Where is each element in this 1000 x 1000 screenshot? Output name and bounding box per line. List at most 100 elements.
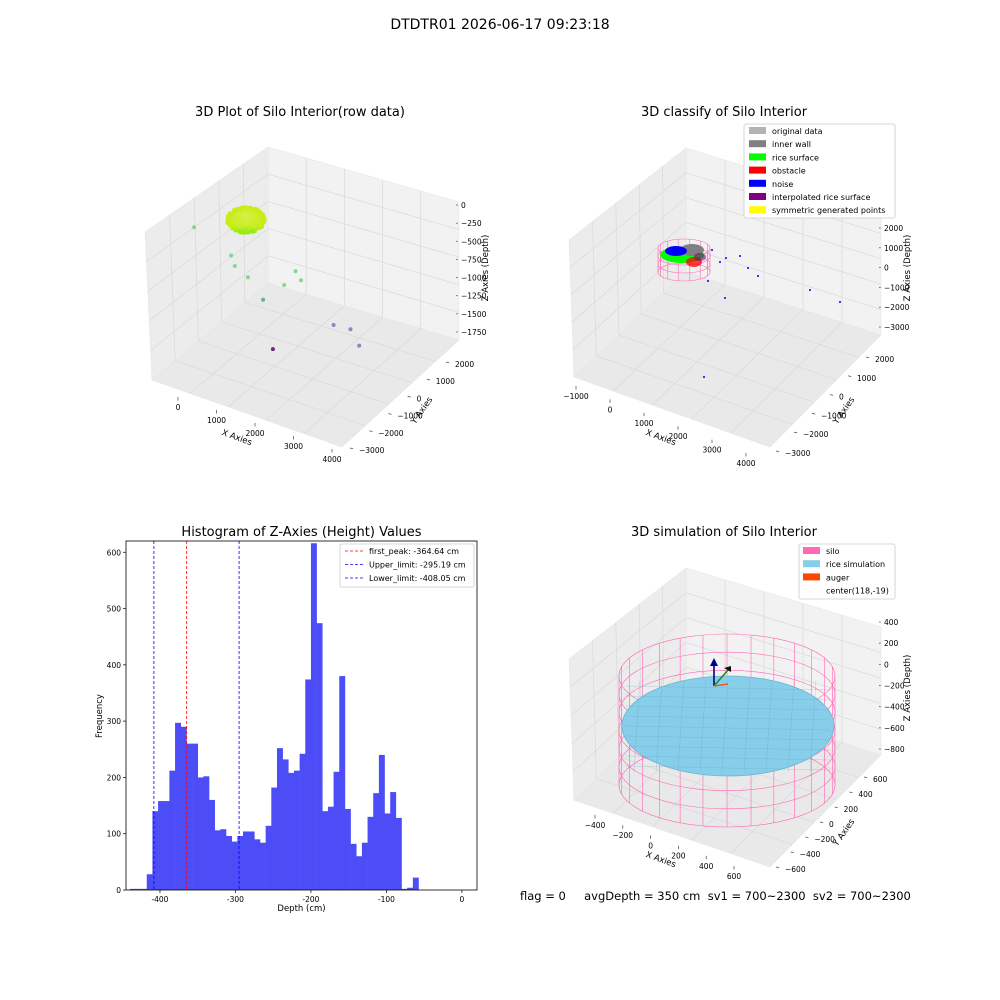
hist-bars — [129, 543, 419, 890]
hist-bar — [276, 748, 283, 890]
sim-y-tick-label: 0 — [829, 820, 834, 829]
raw-grid-line — [169, 214, 176, 361]
sim-z-tick-label: 0 — [884, 660, 889, 669]
raw-rice-point — [254, 213, 259, 218]
sim-legend-swatch — [803, 560, 820, 568]
cls-grid-line — [596, 355, 793, 425]
raw-y-tick — [407, 396, 411, 398]
cls-legend-label: interpolated rice surface — [772, 193, 870, 202]
hist-y-tick-label: 600 — [107, 548, 122, 557]
raw-grid-line — [244, 302, 436, 362]
raw-grid-line — [267, 228, 460, 286]
sim-grid-line — [569, 592, 687, 688]
sim-grid-line — [730, 742, 843, 854]
sim-x-tick-label: 200 — [671, 852, 686, 861]
raw-data-point — [232, 264, 237, 268]
raw-grid-line — [267, 255, 460, 313]
hist-bar — [243, 831, 249, 890]
hist-bar — [299, 753, 306, 890]
sim-legend-swatch — [803, 547, 820, 554]
hist-bar — [373, 793, 380, 890]
sim-y-tick — [790, 851, 794, 854]
hist-bar — [231, 841, 238, 890]
raw-rice-point — [227, 214, 231, 219]
sim-grid-line — [685, 592, 882, 653]
raw-z-tick-label: −250 — [461, 219, 482, 228]
cls-legend-label: inner wall — [772, 140, 811, 149]
raw-z-tick-label: −1250 — [461, 292, 487, 301]
hist-y-tick-label: 0 — [116, 886, 121, 895]
hist-x-tick-label: 0 — [460, 895, 465, 904]
sim-legend-label: rice simulation — [826, 560, 885, 569]
cls-legend-box — [743, 123, 896, 219]
cls-y-tick-label: −1000 — [821, 411, 847, 420]
raw-data-point — [261, 297, 266, 302]
hist-x-tick-label: -200 — [302, 895, 319, 904]
raw-z-tick-label: 0 — [461, 201, 466, 210]
cls-grid-line — [652, 296, 765, 406]
hist-bar — [163, 801, 170, 890]
hist-bar — [135, 888, 142, 890]
hist-bar — [407, 887, 414, 890]
hist-title: Histogram of Z-Axies (Height) Values — [181, 525, 421, 540]
raw-y-tick-label: 0 — [417, 394, 422, 403]
cls-noise-point — [839, 301, 841, 303]
raw-y-tick-label: −2000 — [378, 429, 404, 438]
sim-y-tick — [819, 821, 824, 824]
raw-z-tick-label: −750 — [461, 255, 482, 264]
sim-y-tick-label: 200 — [844, 805, 859, 814]
cls-z-tick-label: 0 — [884, 264, 889, 273]
hist-bar — [248, 831, 255, 890]
raw-rice-point — [255, 209, 260, 214]
raw-data-point — [348, 327, 353, 332]
hist-bar — [333, 771, 340, 890]
figure-suptitle: DTDTR01 2026-06-17 09:23:18 — [390, 17, 610, 33]
cls-noise-point — [703, 376, 705, 378]
hist-bar — [316, 623, 323, 890]
raw-data-point — [299, 278, 303, 283]
cls-y-tick-label: 2000 — [875, 355, 894, 364]
cls-grid-line — [663, 292, 859, 358]
raw-data-point — [245, 275, 250, 280]
cls-y-tick-label: −2000 — [803, 430, 829, 439]
raw-rice-point — [228, 218, 232, 223]
cls-grid-line — [572, 246, 687, 350]
cls-noise-point — [757, 275, 759, 277]
cls-y-tick-label: −3000 — [785, 449, 811, 458]
raw-rice-point — [242, 221, 247, 226]
sim-y-tick-label: −200 — [814, 835, 835, 844]
raw-rice-point — [237, 229, 242, 234]
cls-grid-line — [641, 313, 837, 381]
sim-legend-box — [798, 543, 896, 600]
raw-rice-point — [229, 211, 234, 216]
raw-grid-line — [148, 228, 269, 322]
hist-bar — [141, 888, 148, 890]
sim-mesh-line — [743, 679, 751, 773]
sim-mesh-line — [625, 695, 831, 701]
sim-mesh-line — [809, 679, 817, 773]
cls-y-tick-label: 1000 — [857, 374, 876, 383]
sim-y-tick-label: −600 — [785, 865, 806, 874]
hist-xlabel: Depth (cm) — [277, 904, 325, 914]
cls-noise-point — [707, 280, 709, 282]
cls-grid-line — [685, 197, 882, 260]
cls-x-tick-label: −1000 — [563, 392, 589, 401]
sim-auger-arrowhead-z — [710, 658, 718, 666]
sim-x-tick-label: −200 — [612, 831, 633, 840]
hist-bar — [158, 801, 165, 890]
cls-legend-label: original data — [772, 127, 823, 136]
hist-axes-frame — [125, 540, 478, 891]
sim-x-tick-label: 400 — [699, 862, 714, 871]
raw-rice-point — [245, 217, 250, 222]
raw-z-tick-label: −1500 — [461, 310, 487, 319]
sim-zlabel: Z Axies (Depth) — [903, 655, 913, 722]
cls-wire-ring — [657, 262, 711, 282]
cls-grid-line — [638, 184, 642, 315]
hist-bar — [259, 842, 266, 890]
sim-y-tick — [775, 866, 780, 869]
cls-grid-line — [618, 334, 815, 403]
hist-bar — [310, 543, 317, 890]
raw-rice-point — [237, 215, 242, 220]
sim-legend-label: auger — [826, 573, 850, 582]
raw-rice-point — [257, 223, 262, 228]
